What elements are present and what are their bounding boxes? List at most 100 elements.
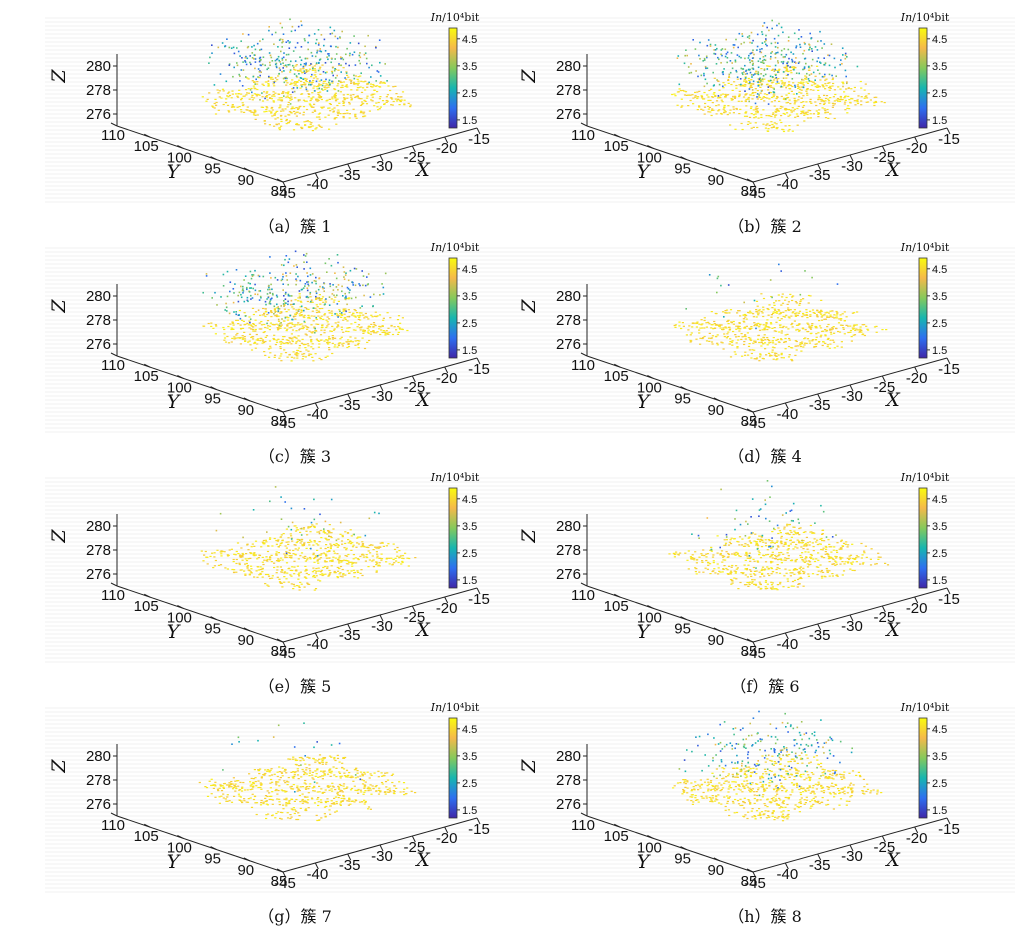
vegetation-point bbox=[757, 66, 760, 69]
vegetation-point bbox=[267, 296, 270, 299]
ground-point bbox=[813, 312, 816, 314]
y-tick bbox=[580, 352, 588, 357]
ground-point bbox=[869, 99, 872, 101]
ground-point bbox=[350, 561, 353, 563]
ground-point bbox=[817, 113, 820, 115]
ground-point bbox=[288, 353, 291, 356]
ground-point bbox=[357, 318, 360, 320]
vegetation-point bbox=[307, 275, 309, 278]
ground-point bbox=[824, 342, 827, 344]
vegetation-point bbox=[289, 18, 291, 21]
ground-point bbox=[265, 335, 269, 337]
ground-point bbox=[212, 106, 215, 108]
y-tick-label: 110 bbox=[101, 587, 125, 604]
ground-point bbox=[759, 323, 762, 325]
ground-point bbox=[333, 552, 336, 554]
ground-point bbox=[344, 309, 347, 311]
vegetation-point bbox=[354, 284, 357, 287]
ground-point bbox=[359, 75, 362, 77]
vegetation-point bbox=[760, 51, 763, 54]
ground-point bbox=[366, 83, 369, 85]
vegetation-point bbox=[791, 60, 794, 62]
ground-point bbox=[724, 111, 727, 113]
ground-point bbox=[332, 301, 335, 303]
ground-point bbox=[280, 97, 283, 99]
ground-point bbox=[262, 340, 265, 342]
ground-point bbox=[754, 113, 757, 115]
ground-point bbox=[771, 113, 775, 115]
x-tick-label: -20 bbox=[436, 370, 458, 387]
ground-point bbox=[264, 315, 267, 318]
ground-point bbox=[247, 569, 250, 571]
ground-point bbox=[759, 92, 762, 94]
ground-point bbox=[362, 113, 365, 115]
ground-point bbox=[741, 128, 744, 131]
ground-point bbox=[314, 110, 317, 112]
ground-point bbox=[344, 559, 347, 561]
ground-point bbox=[786, 101, 790, 104]
ground-point bbox=[305, 100, 308, 102]
ground-point bbox=[292, 129, 296, 131]
ground-point bbox=[785, 326, 788, 328]
vegetation-point bbox=[763, 58, 766, 61]
ground-point bbox=[775, 352, 778, 355]
ground-point bbox=[695, 338, 698, 340]
ground-point bbox=[798, 91, 801, 93]
ground-point bbox=[799, 527, 802, 529]
vegetation-point bbox=[282, 33, 285, 35]
vegetation-point bbox=[364, 52, 367, 54]
ground-point bbox=[335, 313, 338, 315]
vegetation-point bbox=[285, 272, 287, 274]
ground-point bbox=[294, 336, 297, 339]
ground-point bbox=[840, 99, 843, 101]
ground-point bbox=[768, 65, 771, 67]
ground-point bbox=[324, 116, 327, 118]
ground-point bbox=[293, 566, 296, 568]
vegetation-point bbox=[269, 272, 271, 274]
ground-point bbox=[805, 111, 808, 113]
y-axis-line bbox=[586, 125, 754, 183]
ground-point bbox=[275, 339, 278, 341]
ground-point bbox=[798, 310, 802, 312]
ground-point bbox=[874, 100, 877, 103]
ground-point bbox=[801, 316, 804, 318]
vegetation-point bbox=[811, 58, 814, 61]
vegetation-point bbox=[345, 297, 347, 299]
ground-point bbox=[312, 552, 315, 554]
vegetation-point bbox=[232, 75, 234, 78]
ground-point bbox=[331, 337, 334, 339]
ground-point bbox=[207, 322, 210, 325]
vegetation-point bbox=[315, 42, 317, 45]
ground-point bbox=[298, 324, 302, 326]
ground-point bbox=[231, 321, 234, 323]
ground-point bbox=[253, 112, 256, 114]
ground-point bbox=[275, 341, 279, 343]
ground-point bbox=[811, 324, 814, 326]
ground-point bbox=[720, 341, 723, 343]
ground-point bbox=[375, 332, 378, 334]
vegetation-point bbox=[290, 299, 293, 302]
ground-point bbox=[295, 312, 298, 314]
ground-point bbox=[778, 331, 781, 333]
ground-point bbox=[342, 101, 346, 103]
ground-point bbox=[338, 562, 341, 564]
ground-point bbox=[253, 87, 256, 89]
ground-point bbox=[796, 532, 799, 534]
ground-point bbox=[305, 349, 308, 351]
vegetation-point bbox=[211, 52, 213, 54]
vegetation-point bbox=[290, 30, 293, 33]
ground-point bbox=[348, 572, 351, 574]
ground-point bbox=[266, 327, 269, 329]
ground-point bbox=[349, 541, 352, 543]
vegetation-point bbox=[764, 41, 766, 43]
ground-point bbox=[312, 96, 315, 98]
ground-point bbox=[375, 561, 378, 563]
ground-point bbox=[700, 324, 703, 326]
vegetation-point bbox=[269, 61, 271, 64]
vegetation-point bbox=[225, 306, 228, 309]
ground-point bbox=[309, 526, 312, 528]
ground-point bbox=[755, 358, 758, 360]
ground-point bbox=[254, 328, 257, 331]
ground-point bbox=[716, 344, 719, 346]
ground-point bbox=[690, 340, 693, 342]
